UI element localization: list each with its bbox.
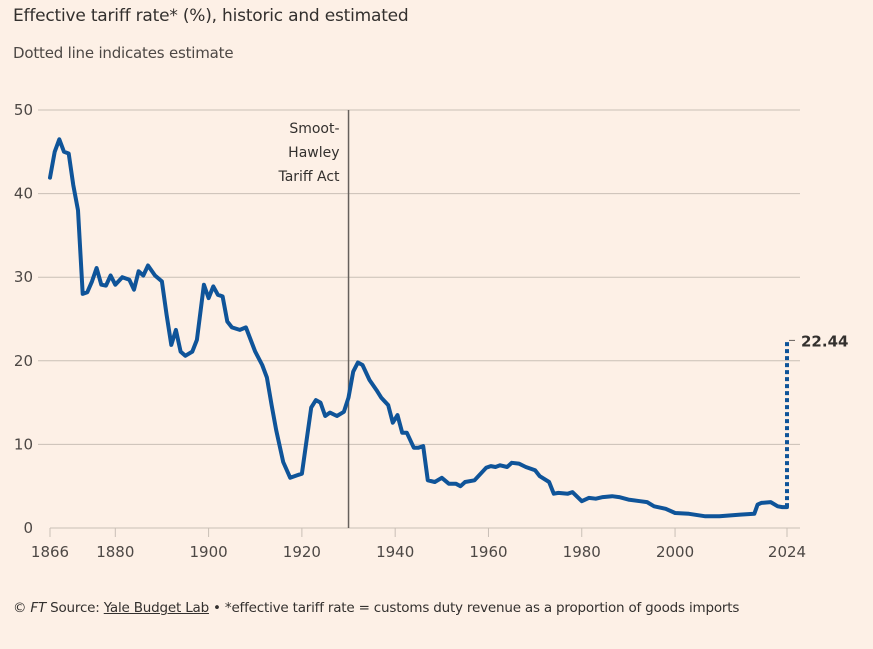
x-tick-label: 1880 (96, 543, 134, 561)
footnote: • *effective tariff rate = customs duty … (208, 600, 740, 616)
y-axis: 0 10 20 30 40 50 (14, 101, 33, 537)
source-link[interactable]: Yale Budget Lab (103, 600, 209, 616)
footer: © FT Source: Yale Budget Lab • *effectiv… (13, 600, 739, 616)
y-tick-label: 30 (14, 268, 33, 286)
x-tick-label: 1960 (469, 543, 507, 561)
chart-subtitle: Dotted line indicates estimate (13, 44, 234, 62)
x-tick-label: 2024 (768, 543, 806, 561)
x-tick-label: 1866 (31, 543, 69, 561)
end-value-label: 22.44 (801, 332, 848, 350)
smoot-hawley-label: Tariff Act (277, 169, 340, 185)
ft-brand: FT (30, 600, 47, 616)
y-tick-label: 0 (23, 519, 33, 537)
gridlines (38, 109, 800, 445)
x-axis: 1866 1880 1900 1920 1940 1960 1980 2000 2024 (31, 527, 806, 561)
copyright-symbol: © (13, 600, 31, 616)
x-tick-label: 1920 (283, 543, 321, 561)
y-tick-label: 10 (14, 435, 33, 453)
smoot-hawley-label: Hawley (288, 145, 339, 161)
historic-series-line (48, 137, 789, 519)
x-tick-label: 2000 (656, 543, 694, 561)
y-tick-label: 40 (14, 185, 33, 203)
x-tick-label: 1940 (376, 543, 414, 561)
chart-title: Effective tariff rate* (%), historic and… (13, 6, 409, 26)
x-tick-label: 1980 (563, 543, 601, 561)
x-tick-label: 1900 (190, 543, 228, 561)
series-group (48, 137, 789, 519)
smoot-hawley-label: Smoot- (289, 121, 339, 137)
y-tick-label: 50 (14, 101, 33, 119)
annotations: Smoot- Hawley Tariff Act 22.44 (277, 110, 848, 528)
source-prefix: Source: (46, 600, 104, 616)
y-tick-label: 20 (14, 352, 33, 370)
